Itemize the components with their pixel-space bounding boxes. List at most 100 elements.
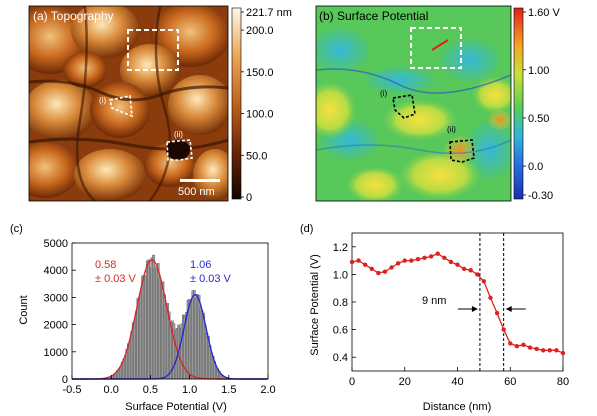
x-tick-label: 20 bbox=[399, 376, 411, 388]
profile-point bbox=[514, 343, 520, 349]
colorbar-tick-label: 221.7 nm bbox=[246, 7, 292, 19]
colorbar-b-ticks: 1.60 V 1.00 0.50 0.0 -0.30 bbox=[523, 7, 560, 202]
region-ii-outline-a bbox=[166, 139, 193, 161]
y-tick-label: 1000 bbox=[44, 347, 68, 359]
x-tick-label: 60 bbox=[504, 376, 516, 388]
profile-point bbox=[369, 266, 374, 272]
profile-point bbox=[435, 251, 440, 256]
profile-point bbox=[402, 258, 407, 263]
profile-point bbox=[455, 262, 460, 267]
profile-point bbox=[554, 348, 559, 353]
colorbar-a bbox=[231, 7, 242, 200]
y-tick-label: 4000 bbox=[44, 265, 68, 277]
colorbar-tick-label: 1.00 bbox=[528, 65, 549, 77]
peak2-value: 1.06 bbox=[190, 259, 211, 271]
x-tick-label: 2.0 bbox=[260, 384, 275, 396]
profile-point bbox=[501, 327, 506, 332]
x-tick-label: 0.5 bbox=[143, 384, 158, 396]
panel-b-label: (b) Surface Potential bbox=[319, 9, 428, 23]
histogram-axes bbox=[71, 242, 269, 380]
y-tick-label: 3000 bbox=[44, 292, 68, 304]
colorbar-tick-label: 100.0 bbox=[246, 109, 274, 121]
profile-point bbox=[422, 255, 427, 261]
y-tick-label: 0.8 bbox=[333, 297, 348, 309]
profile-point bbox=[382, 269, 388, 274]
colorbar-tick-label: 0.0 bbox=[528, 161, 543, 173]
histogram-chart: -0.5 0.0 0.5 1.0 1.5 2.0 0 1000 2000 3000 4000 5000 bbox=[44, 238, 276, 396]
profile-point bbox=[356, 258, 361, 263]
profile-point bbox=[409, 258, 414, 263]
topography-image bbox=[29, 6, 228, 201]
profile-point bbox=[428, 254, 434, 259]
profile-point bbox=[442, 255, 447, 261]
x-tick-label: 80 bbox=[557, 376, 569, 388]
profile-point bbox=[560, 350, 566, 356]
y-tick-label: 1.0 bbox=[333, 269, 348, 281]
profile-point bbox=[389, 265, 394, 270]
profile-axes bbox=[351, 232, 564, 372]
region-box-a bbox=[127, 29, 179, 71]
panel-a-label: (a) Topography bbox=[33, 9, 114, 23]
profile-point bbox=[415, 257, 421, 262]
profile-xlabel: Distance (nm) bbox=[423, 401, 491, 413]
colorbar-tick-label: -0.30 bbox=[528, 190, 553, 202]
peak2-error: ± 0.03 V bbox=[190, 273, 232, 285]
x-tick-label: 1.0 bbox=[182, 384, 197, 396]
x-tick-label: 1.5 bbox=[221, 384, 236, 396]
colorbar-tick-label: 1.60 V bbox=[528, 7, 560, 19]
region-box-b bbox=[410, 27, 462, 69]
y-tick-label: 5000 bbox=[44, 238, 68, 250]
arrow-left-head bbox=[471, 306, 478, 312]
y-tick-label: 0 bbox=[62, 374, 68, 386]
x-tick-label: -0.5 bbox=[63, 384, 82, 396]
profile-point bbox=[349, 259, 355, 265]
x-tick-label: 40 bbox=[451, 376, 463, 388]
region-i-label-a: (i) bbox=[99, 96, 106, 105]
region-ii-label-b: (ii) bbox=[447, 125, 456, 134]
profile-point bbox=[488, 295, 493, 301]
profile-ylabel: Surface Potential (V) bbox=[309, 254, 321, 356]
peak1-error: ± 0.03 V bbox=[95, 273, 137, 285]
y-tick-label: 0.4 bbox=[333, 352, 348, 364]
scalebar-label-a: 500 nm bbox=[178, 186, 215, 198]
y-tick-label: 2000 bbox=[44, 320, 68, 332]
profile-point bbox=[475, 272, 480, 277]
profile-point bbox=[527, 345, 533, 350]
profile-point bbox=[541, 348, 546, 353]
panel-d-label: (d) bbox=[300, 223, 313, 235]
profile-annotation: 9 nm bbox=[422, 295, 446, 307]
profile-point bbox=[395, 261, 401, 266]
profile-line bbox=[351, 252, 564, 354]
region-ii-outline-b bbox=[449, 139, 475, 163]
y-tick-label: 0.6 bbox=[333, 325, 348, 337]
profile-point bbox=[521, 342, 526, 347]
y-tick-label: 1.2 bbox=[333, 242, 348, 254]
colorbar-tick-label: 0.50 bbox=[528, 113, 549, 125]
peak1-value: 0.58 bbox=[95, 259, 116, 271]
profile-point bbox=[494, 310, 500, 316]
colorbar-tick-label: 0 bbox=[246, 192, 252, 204]
profile-point bbox=[534, 346, 539, 352]
profile-point bbox=[547, 348, 553, 353]
scalebar-a bbox=[180, 179, 220, 182]
colorbar-a-ticks: 221.7 nm 200.0 150.0 100.0 50.0 0 bbox=[241, 7, 292, 204]
arrow-right-head bbox=[505, 306, 512, 312]
region-ii-label-a: (ii) bbox=[174, 130, 183, 139]
colorbar-tick-label: 50.0 bbox=[246, 150, 267, 162]
profile-point bbox=[481, 279, 487, 284]
surface-potential-frame bbox=[315, 5, 512, 202]
profile-point bbox=[468, 268, 473, 273]
colorbar-tick-label: 150.0 bbox=[246, 67, 274, 79]
profile-point bbox=[508, 341, 513, 346]
colorbar-tick-label: 200.0 bbox=[246, 25, 274, 37]
panel-c-label: (c) bbox=[10, 223, 23, 235]
region-i-label-b: (i) bbox=[380, 89, 387, 98]
x-tick-label: 0.0 bbox=[104, 384, 119, 396]
histogram-xlabel: Surface Potential (V) bbox=[125, 401, 227, 413]
profile-point bbox=[448, 259, 454, 265]
region-i-outline-a bbox=[109, 95, 133, 118]
profile-point bbox=[362, 262, 368, 267]
profile-chart: 0 20 40 60 80 0.4 0.6 0.8 1.0 1.2 bbox=[333, 232, 569, 388]
histogram-ylabel: Count bbox=[18, 295, 30, 324]
